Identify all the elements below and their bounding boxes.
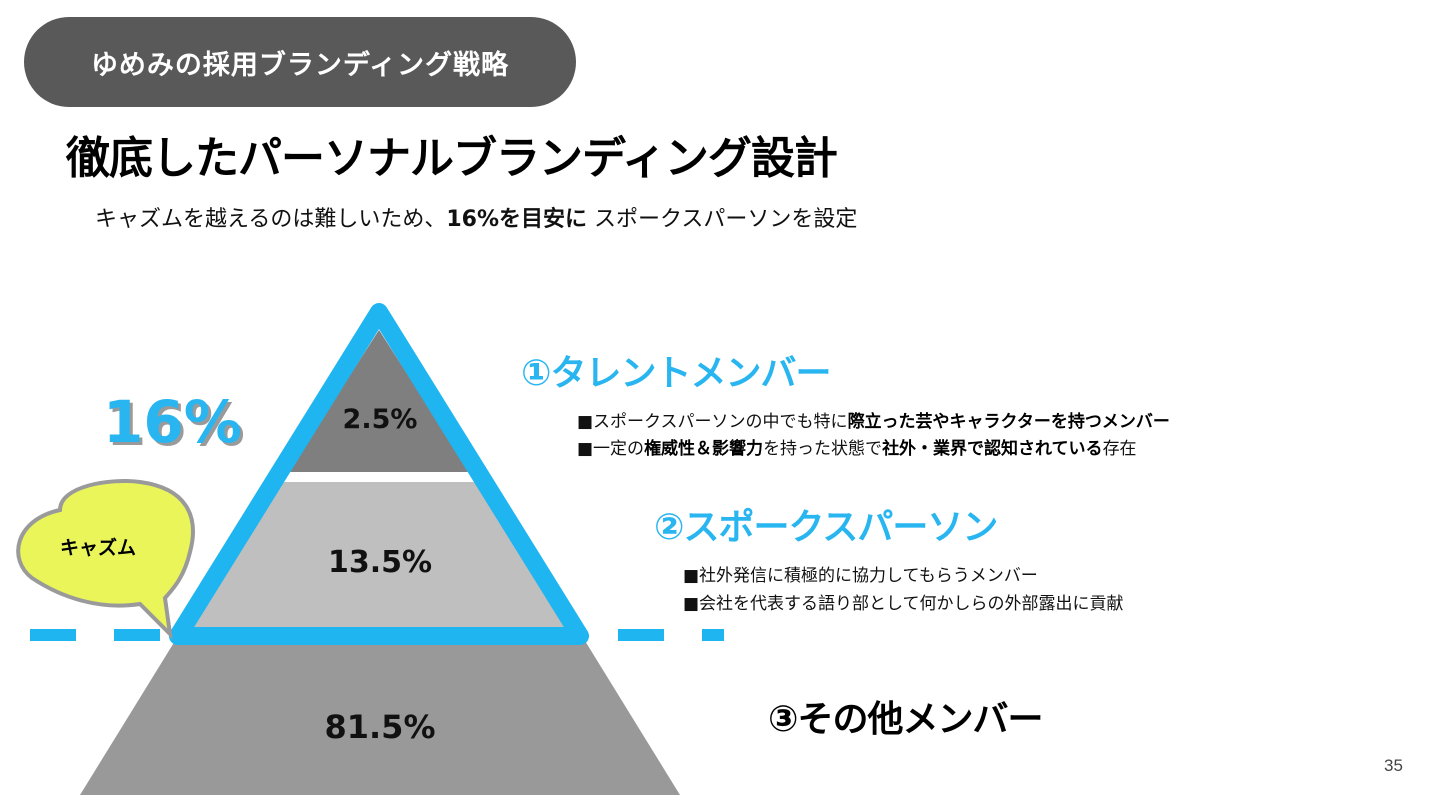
talent-bullet-2: ■一定の権威性＆影響力を持った状態で社外・業界で認知されている存在 <box>577 434 1137 459</box>
talent-bullet-2-pre: ■一定の <box>577 439 645 459</box>
talent-bullet-2-bold2: 社外・業界で認知されている <box>882 439 1103 459</box>
tier-middle-shape <box>188 482 572 630</box>
tier-bottom-label: 81.5% <box>324 708 436 746</box>
tier-bottom-shape <box>80 636 680 795</box>
subtitle-post: スポークスパーソンを設定 <box>587 207 858 232</box>
spokesperson-heading: ②スポークスパーソン <box>654 507 998 548</box>
page-number: 35 <box>1384 756 1403 775</box>
subtitle-bold: 16%を目安に <box>446 207 588 232</box>
early-adopter-outline <box>169 303 589 645</box>
others-heading: ③その他メンバー <box>768 699 1043 740</box>
talent-bullet-1: ■スポークスパーソンの中でも特に際立った芸やキャラクターを持つメンバー <box>577 407 1170 432</box>
tier-middle-label: 13.5% <box>327 545 433 580</box>
chasm-label: キャズム <box>60 537 137 559</box>
tier-top-label: 2.5% <box>342 404 418 435</box>
talent-bullet-2-post: 存在 <box>1102 439 1137 459</box>
spokesperson-bullet-2: ■会社を代表する語り部として何かしらの外部露出に貢献 <box>683 594 1124 614</box>
spokesperson-bullet-1: ■社外発信に積極的に協力してもらうメンバー <box>683 566 1038 586</box>
total-percentage: 16% <box>103 388 242 456</box>
page-title: 徹底したパーソナルブランディング設計 <box>66 133 838 184</box>
talent-heading: ①タレントメンバー <box>521 353 831 394</box>
talent-bullet-2-bold: 権威性＆影響力 <box>644 439 764 459</box>
subtitle-pre: キャズムを越えるのは難しいため、 <box>95 207 447 232</box>
subtitle: キャズムを越えるのは難しいため、16%を目安に スポークスパーソンを設定 <box>95 201 857 233</box>
talent-bullet-1-pre: ■スポークスパーソンの中でも特に <box>577 412 848 432</box>
chasm-bubble <box>16 479 195 640</box>
header-pill-text: ゆめみの採用ブランディング戦略 <box>90 49 510 81</box>
talent-bullet-2-mid: を持った状態で <box>763 439 883 459</box>
header-pill: ゆめみの採用ブランディング戦略 <box>24 17 576 107</box>
talent-bullet-1-bold: 際立った芸やキャラクターを持つメンバー <box>847 412 1170 432</box>
tier-top-shape <box>288 330 470 472</box>
